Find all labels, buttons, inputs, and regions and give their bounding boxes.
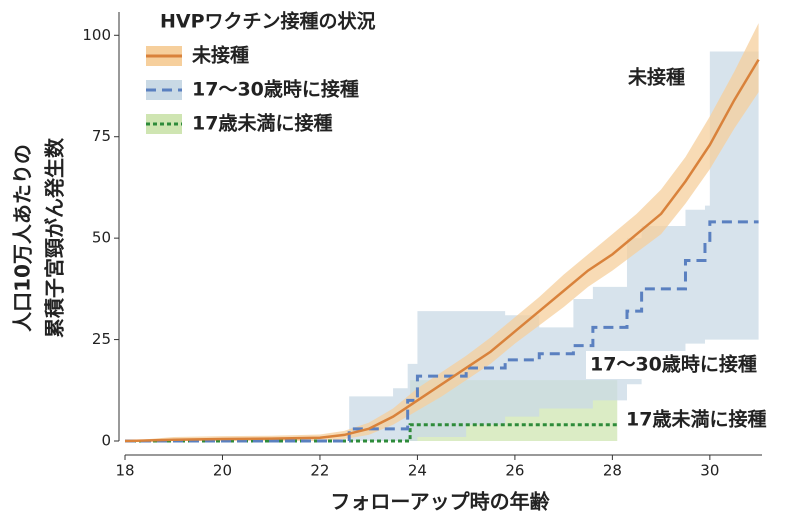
confidence-band bbox=[125, 51, 759, 442]
annotation: 17〜30歳時に接種 bbox=[590, 354, 757, 376]
x-tick-label: 22 bbox=[310, 462, 329, 480]
x-tick-label: 18 bbox=[115, 462, 134, 480]
annotation-bg bbox=[622, 406, 771, 434]
series-line bbox=[125, 220, 759, 443]
y-tick-label: 0 bbox=[101, 432, 111, 450]
legend-label: 17歳未満に接種 bbox=[192, 112, 332, 135]
y-tick-label: 50 bbox=[92, 229, 111, 247]
annotation: 17歳未満に接種 bbox=[626, 408, 766, 431]
legend: HVPワクチン接種の状況 未接種 17〜30歳時に接種 17歳未満に接種 bbox=[146, 10, 376, 135]
x-tick-label: 30 bbox=[700, 462, 719, 480]
x-tick-label: 20 bbox=[213, 462, 232, 480]
x-tick-label: 28 bbox=[603, 462, 622, 480]
annotation: 未接種 bbox=[627, 66, 685, 89]
y-tick-label: 25 bbox=[92, 330, 111, 348]
x-axis-label: フォローアップ時の年齢 bbox=[330, 490, 550, 514]
y-axis-label: 累積子宮頸がん発生数 bbox=[43, 137, 67, 338]
y-tick-label: 75 bbox=[92, 127, 111, 145]
x-tick-label: 24 bbox=[408, 462, 427, 480]
y-axis-label: 人口10万人あたりの bbox=[11, 144, 35, 332]
confidence-band bbox=[125, 23, 759, 441]
annotation-bg bbox=[586, 351, 761, 379]
series-line bbox=[124, 58, 760, 443]
legend-title: HVPワクチン接種の状況 bbox=[160, 10, 376, 33]
plot-area: 0 25 50 75 100 18 20 22 24 26 28 30 未接種 17〜30歳時に接種 17歳… bbox=[82, 12, 771, 480]
legend-label: 未接種 bbox=[191, 44, 249, 67]
y-tick-label: 100 bbox=[82, 26, 111, 44]
x-tick-label: 26 bbox=[505, 462, 524, 480]
legend-label: 17〜30歳時に接種 bbox=[192, 79, 359, 101]
